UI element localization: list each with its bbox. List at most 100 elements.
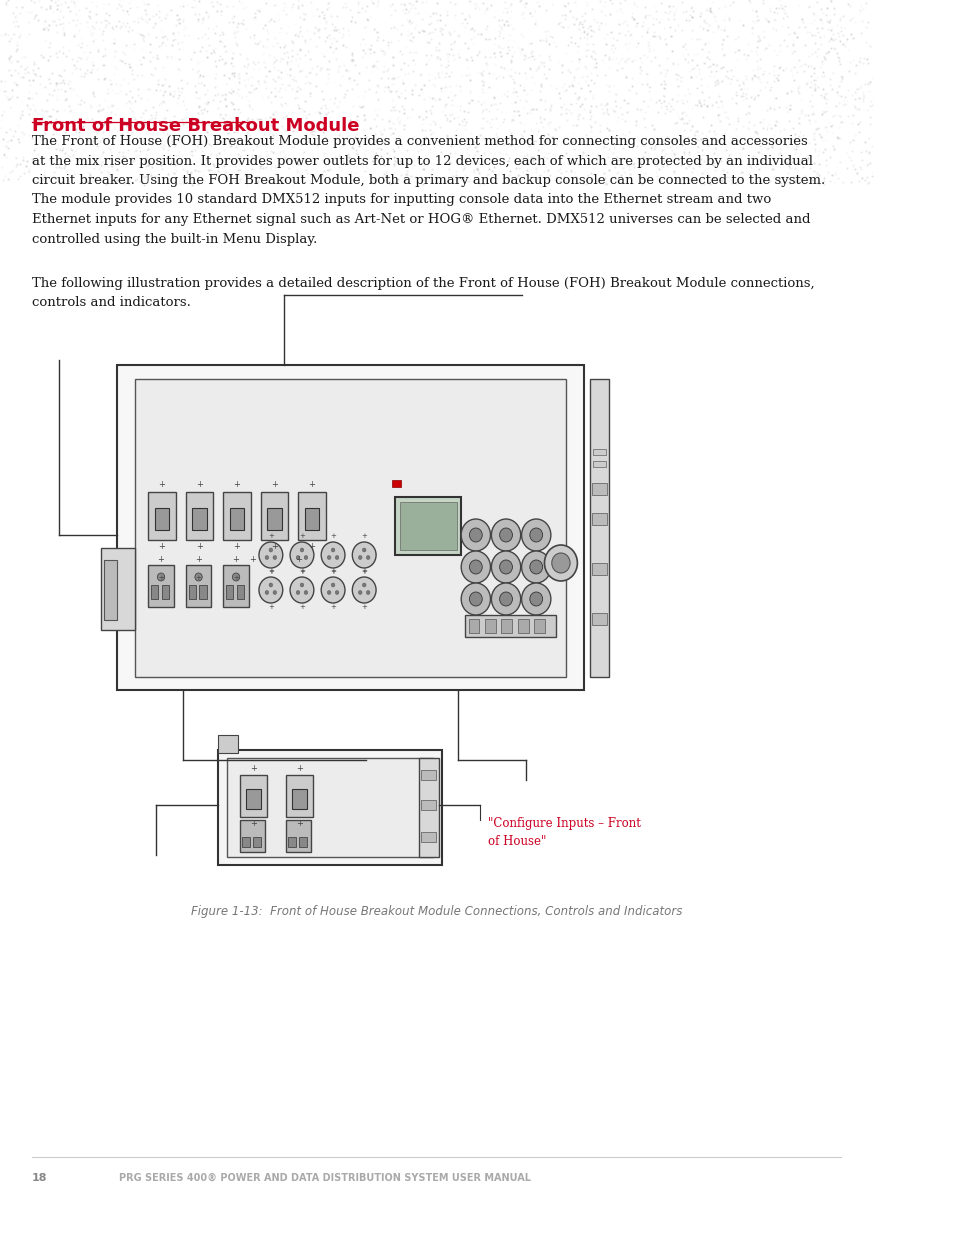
Bar <box>267 508 281 530</box>
Bar <box>399 501 456 550</box>
Circle shape <box>499 592 512 606</box>
Bar <box>135 379 565 677</box>
Bar <box>593 461 605 467</box>
Text: "Configure Inputs – Front
of House": "Configure Inputs – Front of House" <box>487 818 639 848</box>
Circle shape <box>194 573 202 580</box>
Bar <box>151 585 158 599</box>
Bar <box>227 758 433 857</box>
Bar <box>104 559 117 620</box>
Circle shape <box>358 556 362 559</box>
Circle shape <box>521 519 550 551</box>
Bar <box>484 619 496 634</box>
Circle shape <box>551 553 570 573</box>
Text: The Front of House (FOH) Breakout Module provides a convenient method for connec: The Front of House (FOH) Breakout Module… <box>32 135 824 246</box>
Bar <box>501 619 512 634</box>
Bar <box>253 837 260 847</box>
Circle shape <box>469 592 481 606</box>
Bar <box>199 585 207 599</box>
Bar <box>148 564 173 606</box>
Circle shape <box>265 590 269 594</box>
Text: +: + <box>250 819 256 827</box>
Bar <box>236 585 244 599</box>
Circle shape <box>269 583 273 587</box>
Bar <box>299 837 306 847</box>
Bar <box>288 837 295 847</box>
Circle shape <box>499 559 512 574</box>
Text: +: + <box>361 534 367 538</box>
Circle shape <box>362 583 366 587</box>
Bar <box>592 483 606 495</box>
Text: +: + <box>330 604 335 610</box>
Circle shape <box>521 551 550 583</box>
Bar <box>260 492 288 540</box>
Bar <box>239 776 267 818</box>
Circle shape <box>529 559 542 574</box>
Text: +: + <box>158 576 164 580</box>
Text: +: + <box>157 555 164 564</box>
Bar <box>592 513 606 525</box>
Text: +: + <box>308 542 315 551</box>
Circle shape <box>469 559 481 574</box>
Text: +: + <box>196 542 203 551</box>
Circle shape <box>366 590 370 594</box>
Text: +: + <box>195 555 202 564</box>
Circle shape <box>304 556 308 559</box>
Text: +: + <box>158 542 165 551</box>
Text: Front of House Breakout Module: Front of House Breakout Module <box>32 117 359 135</box>
Bar <box>223 492 251 540</box>
Text: +: + <box>268 569 274 576</box>
Text: +: + <box>330 534 335 538</box>
Circle shape <box>327 590 331 594</box>
Circle shape <box>295 556 299 559</box>
Bar <box>592 563 606 576</box>
Bar <box>395 496 460 555</box>
Text: Figure 1-13:  Front of House Breakout Module Connections, Controls and Indicator: Figure 1-13: Front of House Breakout Mod… <box>191 905 681 918</box>
Text: +: + <box>268 604 274 610</box>
Bar <box>189 585 195 599</box>
Circle shape <box>290 542 314 568</box>
Bar <box>534 619 545 634</box>
Bar <box>392 480 400 487</box>
Circle shape <box>321 577 345 603</box>
Text: +: + <box>361 604 367 610</box>
Bar <box>148 492 175 540</box>
Bar <box>593 450 605 454</box>
Circle shape <box>321 542 345 568</box>
Circle shape <box>460 583 490 615</box>
Circle shape <box>327 556 331 559</box>
Text: +: + <box>271 542 277 551</box>
Bar <box>239 820 265 852</box>
Bar <box>226 585 233 599</box>
Text: +: + <box>268 568 274 574</box>
Circle shape <box>300 548 303 552</box>
Bar <box>285 776 313 818</box>
Circle shape <box>358 590 362 594</box>
Text: PRG SERIES 400® POWER AND DATA DISTRIBUTION SYSTEM USER MANUAL: PRG SERIES 400® POWER AND DATA DISTRIBUT… <box>119 1173 531 1183</box>
Circle shape <box>157 573 165 580</box>
Text: +: + <box>195 576 201 580</box>
Bar <box>192 508 207 530</box>
Bar <box>304 508 319 530</box>
Text: +: + <box>295 819 302 827</box>
Circle shape <box>300 583 303 587</box>
Text: +: + <box>233 576 239 580</box>
Circle shape <box>335 556 338 559</box>
Circle shape <box>362 548 366 552</box>
Circle shape <box>335 590 338 594</box>
Circle shape <box>521 583 550 615</box>
Bar <box>298 492 325 540</box>
Text: +: + <box>330 568 335 574</box>
Text: +: + <box>298 568 305 574</box>
Bar <box>186 564 212 606</box>
Text: +: + <box>298 604 305 610</box>
Text: +: + <box>249 555 255 564</box>
Circle shape <box>491 519 520 551</box>
Circle shape <box>460 519 490 551</box>
Circle shape <box>269 548 273 552</box>
Bar <box>420 832 436 842</box>
Circle shape <box>290 577 314 603</box>
Bar <box>517 619 528 634</box>
Text: The following illustration provides a detailed description of the Front of House: The following illustration provides a de… <box>32 277 814 310</box>
Text: +: + <box>298 569 305 576</box>
Text: +: + <box>268 534 274 538</box>
